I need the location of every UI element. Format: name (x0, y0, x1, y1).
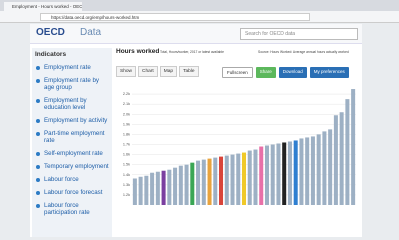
indicator-link[interactable]: Temporary employment (35, 163, 109, 170)
indicator-link[interactable]: Employment by education level (35, 97, 109, 111)
indicator-link[interactable]: Employment by activity (35, 117, 109, 124)
bar[interactable] (138, 176, 143, 205)
bar[interactable] (282, 142, 287, 205)
bar[interactable] (310, 136, 315, 205)
sidebar-title: Indicators (35, 51, 67, 58)
bar[interactable] (236, 153, 241, 205)
bar[interactable] (144, 175, 149, 205)
bar[interactable] (190, 162, 195, 205)
bar[interactable] (213, 157, 218, 205)
indicator-link[interactable]: Labour force participation rate (35, 202, 109, 216)
tab-row: Show Chart Map Table (116, 66, 199, 77)
y-tick-label: 1.9k (123, 122, 130, 126)
bar[interactable] (196, 160, 201, 205)
bar[interactable] (287, 141, 292, 205)
indicator-link[interactable]: Self-employment rate (35, 150, 109, 157)
y-tick-label: 2.0k (123, 112, 130, 116)
bar[interactable] (322, 131, 327, 205)
bar[interactable] (305, 137, 310, 205)
bar[interactable] (328, 129, 333, 205)
search-box[interactable]: Search for OECD data (240, 28, 358, 40)
y-tick-label: 1.4k (123, 173, 130, 177)
bar[interactable] (184, 164, 189, 205)
view-tab[interactable]: Chart (138, 66, 158, 77)
browser-tab[interactable]: Employment - Hours worked - OECD Data (4, 2, 82, 11)
bar[interactable] (230, 154, 235, 205)
bar[interactable] (351, 89, 356, 205)
action-button[interactable]: Download (278, 67, 307, 78)
bar[interactable] (339, 112, 344, 205)
y-tick-label: 1.2k (123, 193, 130, 197)
site-name: Data (80, 27, 102, 38)
bar[interactable] (264, 145, 269, 205)
bar[interactable] (247, 150, 252, 205)
chart-note: Total, Hours/worker, 2017 or latest avai… (160, 50, 224, 54)
bar[interactable] (167, 169, 172, 205)
y-tick-label: 1.8k (123, 132, 130, 136)
y-tick-label: 2.1k (123, 102, 130, 106)
logo[interactable]: OECD (36, 27, 65, 38)
indicator-title: Hours worked (116, 48, 160, 55)
y-tick-label: 1.5k (123, 163, 130, 167)
y-tick-label: 1.3k (123, 183, 130, 187)
indicator-link[interactable]: Labour force (35, 176, 109, 183)
bar[interactable] (270, 144, 275, 206)
bar[interactable] (345, 99, 350, 205)
bar[interactable] (173, 167, 178, 205)
bar[interactable] (333, 115, 338, 205)
bar[interactable] (155, 171, 160, 205)
view-tab[interactable]: Map (159, 66, 178, 77)
y-tick-label: 1.6k (123, 153, 130, 157)
bar[interactable] (178, 165, 183, 205)
indicator-link[interactable]: Part-time employment rate (35, 130, 109, 144)
view-tab: Show (116, 66, 136, 77)
sidebar: Indicators Employment rate Employment rate… (32, 48, 112, 237)
chart: 1.2k 1.3k 1.4k 1.5k 1.6k 1.7k 1.8k 1.9k 2.0k 2.1k… (123, 89, 356, 206)
bar[interactable] (219, 156, 224, 205)
bar[interactable] (132, 178, 137, 205)
bar[interactable] (207, 158, 212, 205)
bar[interactable] (161, 170, 166, 205)
bar[interactable] (201, 159, 206, 205)
bar[interactable] (259, 146, 264, 205)
action-button[interactable]: Share (255, 67, 276, 78)
bar[interactable] (276, 143, 281, 205)
action-button[interactable]: My preferences (309, 67, 349, 78)
indicator-link[interactable]: Labour force forecast (35, 189, 109, 196)
bar[interactable] (150, 172, 155, 205)
bar[interactable] (241, 152, 247, 205)
bar[interactable] (224, 155, 229, 205)
button-row: Fullscreen Share Download My preferences (222, 67, 349, 78)
y-tick-label: 2.2k (123, 92, 130, 96)
address-bar[interactable]: https://data.oecd.org/emp/hours-worked.h… (40, 13, 310, 21)
bar[interactable] (316, 134, 321, 205)
tab-bar (0, 0, 399, 11)
view-tab[interactable]: Table (179, 66, 199, 77)
indicator-link[interactable]: Employment rate by age group (35, 77, 109, 91)
chart-source: Source: Hours Worked: Average annual hou… (258, 50, 349, 54)
y-tick-label: 1.7k (123, 143, 130, 147)
bar[interactable] (293, 140, 298, 205)
bar[interactable] (299, 138, 304, 205)
action-button[interactable]: Fullscreen (222, 67, 253, 78)
indicator-link[interactable]: Employment rate (35, 64, 109, 71)
bar[interactable] (253, 149, 258, 205)
